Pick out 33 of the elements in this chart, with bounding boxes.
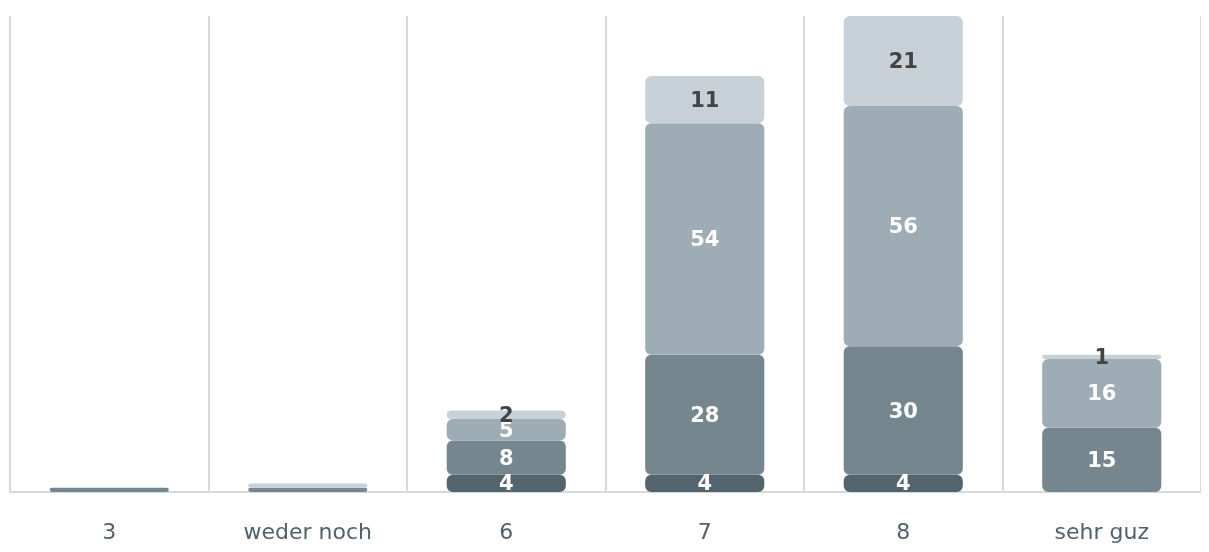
- x-tick-label: 7: [697, 518, 712, 544]
- data-label: 54: [690, 226, 720, 251]
- x-tick-label: 3: [102, 518, 117, 544]
- bar: [843, 474, 963, 492]
- bar: [248, 483, 368, 488]
- x-tick-label: sehr guz: [1054, 518, 1149, 544]
- bar: [645, 123, 765, 355]
- data-label: 28: [690, 402, 720, 427]
- bar: [248, 487, 368, 492]
- data-label: 4: [498, 471, 514, 496]
- bar: [645, 474, 765, 492]
- data-label: 8: [498, 445, 514, 470]
- bar: [645, 76, 765, 124]
- bar: [1042, 427, 1162, 492]
- bar: [843, 16, 963, 107]
- data-label: 1: [1094, 344, 1110, 369]
- bar: [843, 106, 963, 347]
- bar: [446, 440, 566, 475]
- data-label: 21: [888, 49, 918, 74]
- bar: [843, 346, 963, 475]
- bar: [645, 354, 765, 475]
- x-tick-label: 6: [499, 518, 514, 544]
- bar: [446, 474, 566, 492]
- bar: [49, 487, 169, 492]
- data-label: 11: [690, 87, 720, 112]
- data-label: 4: [697, 471, 713, 496]
- data-label: 15: [1087, 447, 1117, 472]
- data-label: 4: [895, 471, 911, 496]
- data-label: 56: [888, 214, 918, 239]
- x-tick-label: 8: [896, 518, 911, 544]
- x-tick-label: weder noch: [243, 518, 373, 544]
- data-label: 30: [888, 398, 918, 423]
- data-label: 16: [1087, 381, 1117, 406]
